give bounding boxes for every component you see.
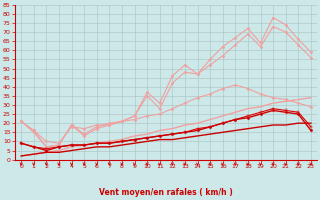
X-axis label: Vent moyen/en rafales ( km/h ): Vent moyen/en rafales ( km/h ) xyxy=(99,188,233,197)
